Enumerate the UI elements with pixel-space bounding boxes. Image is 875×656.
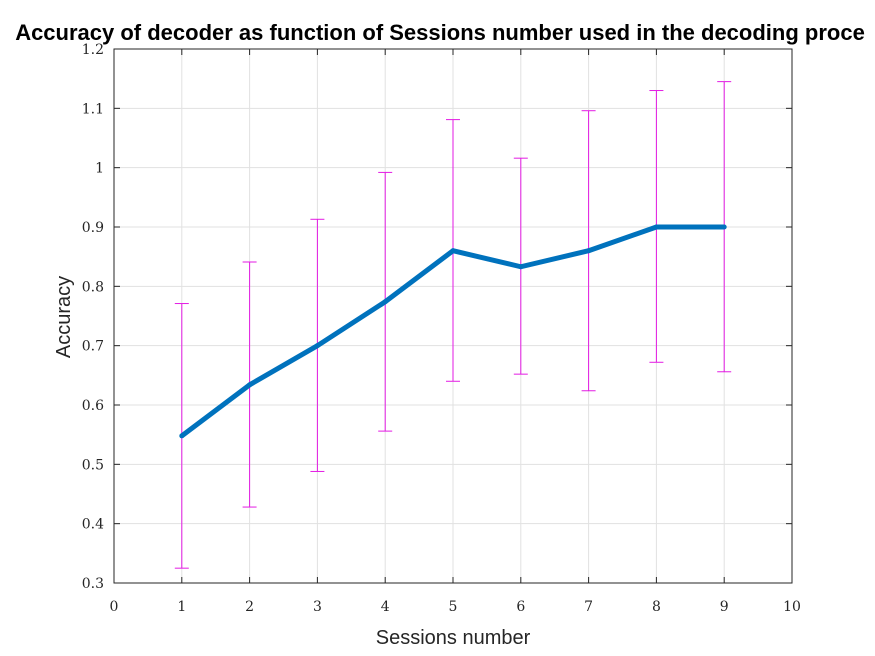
y-tick-label: 1.2 — [82, 42, 104, 58]
data-point — [382, 299, 388, 305]
x-tick-label: 0 — [110, 599, 119, 615]
x-tick-label: 1 — [177, 599, 186, 615]
data-point — [653, 224, 659, 230]
y-tick-label: 0.9 — [82, 220, 104, 236]
y-tick-label: 0.8 — [82, 279, 104, 295]
x-tick-label: 7 — [584, 599, 593, 615]
x-tick-label: 8 — [652, 599, 661, 615]
x-axis-label: Sessions number — [376, 627, 531, 649]
chart-title: Accuracy of decoder as function of Sessi… — [15, 20, 865, 45]
y-tick-label: 0.3 — [82, 576, 104, 592]
tick-labels: 0 1 2 3 4 5 6 7 8 9 10 0.3 0.4 0.5 0.6 0.7 0.8 0.9 1 1.1 1.2 — [82, 42, 801, 615]
data-point — [247, 382, 253, 388]
axes — [113, 48, 793, 584]
x-tick-label: 4 — [381, 599, 390, 615]
data-point — [179, 433, 185, 439]
y-tick-label: 0.6 — [82, 398, 104, 414]
data-point — [721, 224, 727, 230]
y-tick-label: 0.4 — [82, 517, 104, 533]
data-point — [314, 343, 320, 349]
x-tick-label: 6 — [516, 599, 525, 615]
x-tick-label: 10 — [783, 599, 801, 615]
x-tick-label: 5 — [449, 599, 458, 615]
y-tick-label: 1 — [95, 161, 104, 177]
x-tick-label: 3 — [313, 599, 322, 615]
x-tick-label: 9 — [720, 599, 729, 615]
y-tick-label: 1.1 — [82, 101, 104, 117]
data-point — [450, 248, 456, 254]
x-tick-label: 2 — [245, 599, 254, 615]
y-tick-label: 0.5 — [82, 457, 104, 473]
y-tick-label: 0.7 — [82, 339, 104, 355]
data-point — [518, 264, 524, 270]
series-line — [179, 224, 727, 439]
y-axis-label: Accuracy — [53, 276, 75, 358]
data-point — [586, 248, 592, 254]
